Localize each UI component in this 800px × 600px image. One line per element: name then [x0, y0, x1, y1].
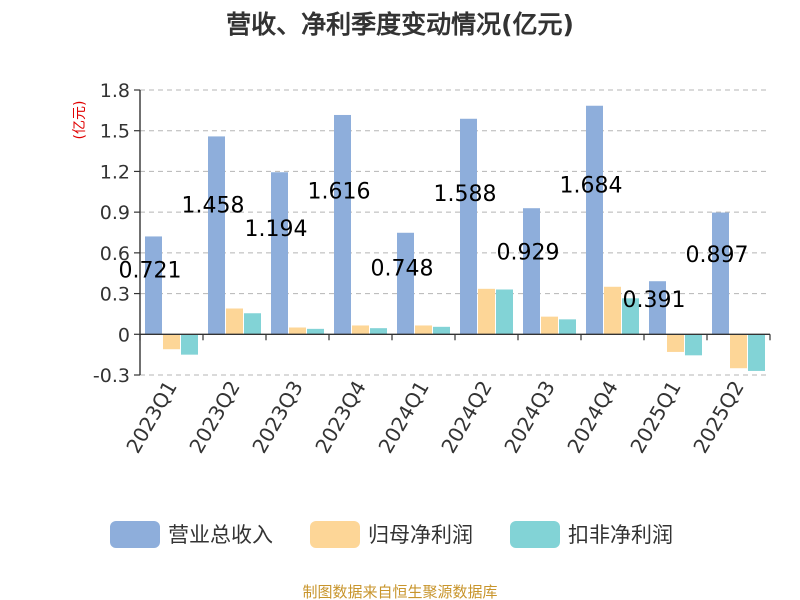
x-tick-label: 2023Q1: [121, 377, 181, 458]
data-label: 0.929: [497, 240, 560, 265]
x-axis-ticks: 2023Q1 2023Q2 2023Q3 2023Q4 2024Q1 2024Q2 2024…: [121, 377, 748, 458]
data-label: 1.684: [560, 174, 623, 199]
bar: [667, 334, 684, 352]
y-tick-label: -0.3: [93, 365, 130, 387]
y-tick-label: 1.8: [100, 80, 130, 102]
bar: [460, 118, 477, 335]
bar: [307, 328, 324, 335]
y-tick-label: 1.5: [100, 121, 130, 143]
bar: [370, 328, 387, 335]
chart-title: 营收、净利季度变动情况(亿元): [226, 10, 574, 39]
bar: [478, 288, 495, 335]
bar: [541, 316, 558, 335]
y-tick-label: 1.2: [100, 161, 130, 183]
data-label: 1.588: [434, 182, 497, 207]
bar: [496, 289, 513, 335]
data-label: 0.721: [119, 259, 182, 284]
data-label: 0.748: [371, 256, 434, 281]
bar: [748, 334, 765, 371]
y-tick-label: 0.9: [100, 202, 130, 224]
x-tick-label: 2025Q2: [688, 377, 748, 458]
x-tick-label: 2023Q4: [310, 377, 370, 458]
y-axis-ticks: -0.3 0 0.3 0.6 0.9 1.2 1.5 1.8: [93, 80, 140, 387]
bar: [523, 208, 540, 335]
data-label: 1.458: [182, 194, 245, 219]
x-tick-label: 2023Q2: [184, 377, 244, 458]
bar: [397, 232, 414, 335]
bar: [586, 105, 603, 335]
x-tick-label: 2024Q2: [436, 377, 496, 458]
legend-label: 营业总收入: [168, 523, 273, 547]
bars: [145, 105, 765, 371]
legend-label: 扣非净利润: [568, 523, 673, 547]
data-label: 0.897: [686, 243, 749, 268]
bar: [334, 114, 351, 335]
bar: [163, 334, 180, 350]
bar: [622, 298, 639, 335]
legend-swatch: [310, 521, 360, 548]
x-tick-label: 2025Q1: [625, 377, 685, 458]
bar: [181, 334, 198, 355]
bar: [604, 286, 621, 335]
bar: [649, 281, 666, 335]
x-tick-label: 2024Q4: [562, 377, 622, 458]
bar: [271, 172, 288, 335]
bar: [433, 326, 450, 335]
bar: [730, 334, 747, 369]
bar: [208, 136, 225, 335]
x-tick-label: 2024Q1: [373, 377, 433, 458]
y-axis-label: (亿元): [72, 101, 88, 140]
bar: [244, 313, 261, 335]
bar: [352, 325, 369, 335]
data-label: 1.194: [245, 217, 308, 242]
data-label: 1.616: [308, 180, 371, 205]
legend-swatch: [110, 521, 160, 548]
source-note: 制图数据来自恒生聚源数据库: [302, 583, 497, 600]
bar: [685, 334, 702, 356]
y-tick-label: 0.6: [100, 243, 130, 265]
legend-label: 归母净利润: [368, 523, 473, 547]
x-tick-label: 2024Q3: [499, 377, 559, 458]
legend: 营业总收入 归母净利润 扣非净利润: [110, 521, 673, 548]
bar: [145, 236, 162, 335]
bar: [712, 212, 729, 335]
x-tick-label: 2023Q3: [247, 377, 307, 458]
data-label: 0.391: [623, 288, 686, 313]
bar: [226, 308, 243, 335]
legend-swatch: [510, 521, 560, 548]
bar: [559, 319, 576, 335]
y-tick-label: 0.3: [100, 284, 130, 306]
axes: [139, 90, 771, 375]
bar: [289, 327, 306, 335]
bar: [415, 325, 432, 335]
y-tick-label: 0: [118, 324, 130, 346]
